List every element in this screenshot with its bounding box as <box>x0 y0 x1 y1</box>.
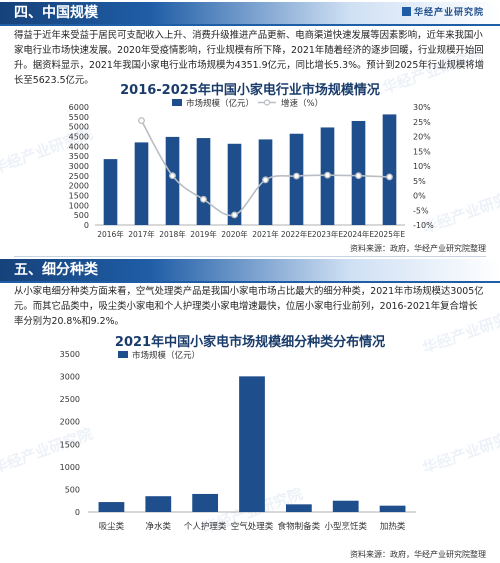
y-tick-label: 500 <box>65 485 80 494</box>
bar <box>98 502 125 512</box>
growth-point <box>293 172 300 180</box>
bar <box>285 504 312 512</box>
x-tick-label: 2017年 <box>128 229 155 239</box>
y-tick-label: 3500 <box>60 350 80 359</box>
legend-label: 市场规模（亿元） <box>132 350 200 361</box>
legend-label: 增速（%） <box>281 98 323 109</box>
y-tick-label: 2000 <box>60 418 80 427</box>
y-tick-label: 3000 <box>60 373 80 382</box>
source-note: 资料来源：政府，华经产业研究院整理 <box>350 244 486 253</box>
y-tick-label: 4000 <box>69 142 89 151</box>
y-tick-label: 0 <box>75 508 80 517</box>
source-note: 资料来源：政府，华经产业研究院整理 <box>350 550 486 559</box>
y-tick-label: 1000 <box>69 201 89 210</box>
y-tick-label: 500 <box>74 211 89 220</box>
y2-tick-label: -10% <box>413 221 434 230</box>
x-tick-label: 个人护理类 <box>184 521 227 532</box>
y2-tick-label: 30% <box>413 103 431 112</box>
y-tick-label: 1500 <box>60 440 80 449</box>
y2-tick-label: 20% <box>413 133 431 142</box>
x-tick-label: 2021年 <box>252 229 279 239</box>
chart-market-scale: 0500100015002000250030003500400045005000… <box>69 98 434 239</box>
bar <box>192 493 219 512</box>
bar <box>103 159 118 225</box>
growth-point <box>386 173 393 181</box>
x-tick-label: 2022年E <box>281 229 313 239</box>
bar <box>332 500 359 512</box>
x-tick-label: 小型烹饪类 <box>324 521 367 532</box>
divider <box>14 256 486 257</box>
chart-title: 2016-2025年中国小家电行业市场规模情况 <box>120 83 380 98</box>
y-tick-label: 3000 <box>69 162 89 171</box>
y-tick-label: 2500 <box>60 395 80 404</box>
growth-point <box>231 211 238 219</box>
y-tick-label: 6000 <box>69 103 89 112</box>
growth-point <box>262 176 269 184</box>
x-tick-label: 2019年 <box>190 229 217 239</box>
growth-point <box>355 172 362 180</box>
x-tick-label: 2016年 <box>97 229 124 239</box>
paragraph-scale: 得益于近年来受益于居民可支配收入上升、消费升级推进产品更新、电商渠道快速发展等因… <box>14 30 484 86</box>
y-tick-label: 4500 <box>69 133 89 142</box>
y-tick-label: 0 <box>84 221 89 230</box>
legend-label: 市场规模（亿元） <box>186 98 254 109</box>
x-tick-label: 吸尘类 <box>99 521 125 532</box>
x-tick-label: 2020年 <box>221 229 248 239</box>
growth-point <box>200 195 207 203</box>
x-tick-label: 空气处理类 <box>231 521 274 532</box>
x-tick-label: 2023年E <box>312 229 344 239</box>
growth-point <box>324 171 331 179</box>
y2-tick-label: -5% <box>413 206 429 215</box>
chart-segment-distribution: 0 500 1000 1500 2000 2500 3000 3500 吸尘类 净水类 个人护理类空… <box>60 350 416 532</box>
chart-title: 2021年中国小家电市场规模细分种类分布情况 <box>114 335 386 350</box>
growth-point <box>169 172 176 180</box>
y-tick-label: 2000 <box>69 182 89 191</box>
y-tick-label: 1000 <box>60 463 80 472</box>
brand-logo-icon <box>401 7 411 16</box>
x-tick-label: 加热类 <box>380 521 406 532</box>
y-tick-label: 5500 <box>69 113 89 122</box>
x-tick-label: 2025年E <box>374 229 406 239</box>
bar <box>382 114 397 225</box>
x-tick-label: 2024年E <box>343 229 375 239</box>
y-tick-label: 3500 <box>69 152 89 161</box>
bar <box>145 496 172 512</box>
growth-point <box>138 117 145 125</box>
y-tick-label: 5000 <box>69 123 89 132</box>
bar <box>134 142 149 225</box>
x-tick-label: 2018年 <box>159 229 186 239</box>
paragraph-segments: 从小家电细分种类方面来看，空气处理类产品是我国小家电市场占比最大的细分种类，20… <box>14 286 484 327</box>
y2-tick-label: 10% <box>413 162 431 171</box>
brand-label: 华经产业研究院 <box>401 7 484 19</box>
section-title: 五、细分种类 <box>14 262 98 278</box>
x-tick-label: 食物制备类 <box>278 521 321 532</box>
y2-tick-label: 5% <box>413 177 426 186</box>
bar <box>165 136 180 225</box>
y-tick-label: 2500 <box>69 172 89 181</box>
section-title: 四、中国规模 <box>14 5 98 21</box>
bar <box>379 505 406 512</box>
y2-tick-label: 25% <box>413 118 431 127</box>
bar <box>239 376 265 512</box>
legend-swatch-bar <box>118 351 128 358</box>
y2-tick-label: 0% <box>413 192 426 201</box>
legend-swatch-marker <box>263 99 271 106</box>
y-tick-label: 1500 <box>69 192 89 201</box>
bar <box>196 138 211 225</box>
section-header-scale: 四、中国规模 华经产业研究院 <box>0 2 500 26</box>
legend-swatch-bar <box>172 99 182 106</box>
x-tick-label: 净水类 <box>146 521 172 532</box>
bar <box>227 143 242 225</box>
section-header-segments: 五、细分种类 <box>0 259 500 283</box>
y2-tick-label: 15% <box>413 147 431 156</box>
